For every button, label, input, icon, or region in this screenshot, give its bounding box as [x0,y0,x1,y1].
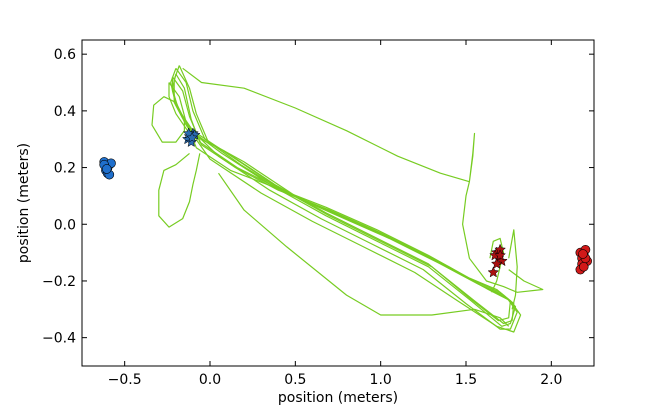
plot-frame [81,39,595,367]
y-axis-ticks: −0.4 −0.2 0.0 0.2 0.4 0.6 [42,47,594,347]
x-tick-label: −0.5 [108,372,142,388]
x-tick-label: 0.5 [284,372,306,388]
y-tick-label: −0.4 [42,331,76,347]
x-tick-label: 0.0 [199,372,221,388]
trajectory-line [168,82,511,322]
scatter-points [99,127,592,278]
data-point-star [494,249,507,261]
data-point-circle [578,261,589,272]
data-point-star [185,135,198,148]
trajectory-line [171,73,517,327]
data-point-circle [101,164,112,174]
x-axis-ticks: −0.5 0.0 0.5 1.0 1.5 2.0 [108,40,562,388]
trajectory-line [182,67,544,293]
x-tick-label: 2.0 [540,372,562,388]
x-tick-label: 1.0 [370,372,392,388]
y-tick-label: 0.6 [54,47,76,63]
trajectory-lines [151,65,544,333]
y-axis-label: position (meters) [16,143,32,263]
trajectory-line [171,76,515,325]
trajectory-line [151,96,185,143]
data-point-star [186,131,198,143]
y-tick-label: 0.4 [54,104,76,120]
y-tick-label: 0.0 [54,217,76,233]
y-tick-label: −0.2 [42,274,76,290]
data-point-star [490,257,503,269]
trajectory-line [489,237,505,293]
trajectory-line [508,229,518,310]
trajectory-line [218,172,510,327]
trajectory-line [468,132,476,182]
trajectory-line [173,65,522,333]
trajectory-line [158,152,201,228]
y-tick-label: 0.2 [54,161,76,177]
x-axis-label: position (meters) [278,390,398,406]
x-tick-label: 1.5 [455,372,477,388]
data-point-star [487,266,500,278]
data-point-circle [578,249,588,259]
